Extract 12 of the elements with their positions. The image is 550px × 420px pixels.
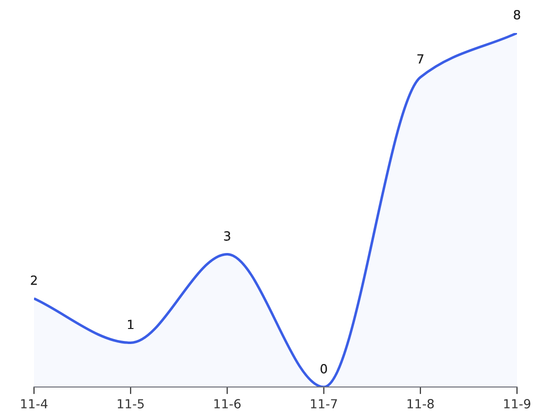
data-label: 8	[514, 10, 520, 20]
data-label: 3	[224, 231, 230, 241]
x-tick-label: 11-6	[214, 399, 241, 408]
x-tick-label: 11-4	[21, 399, 48, 408]
x-tick-label: 11-5	[118, 399, 144, 408]
x-tick-label: 11-8	[408, 399, 434, 408]
x-tick-label: 11-9	[504, 399, 530, 408]
data-label: 0	[320, 364, 327, 374]
data-label: 1	[128, 320, 134, 330]
data-label: 2	[30, 276, 37, 285]
data-label: 7	[417, 54, 424, 64]
x-tick-label: 11-7	[310, 399, 337, 408]
